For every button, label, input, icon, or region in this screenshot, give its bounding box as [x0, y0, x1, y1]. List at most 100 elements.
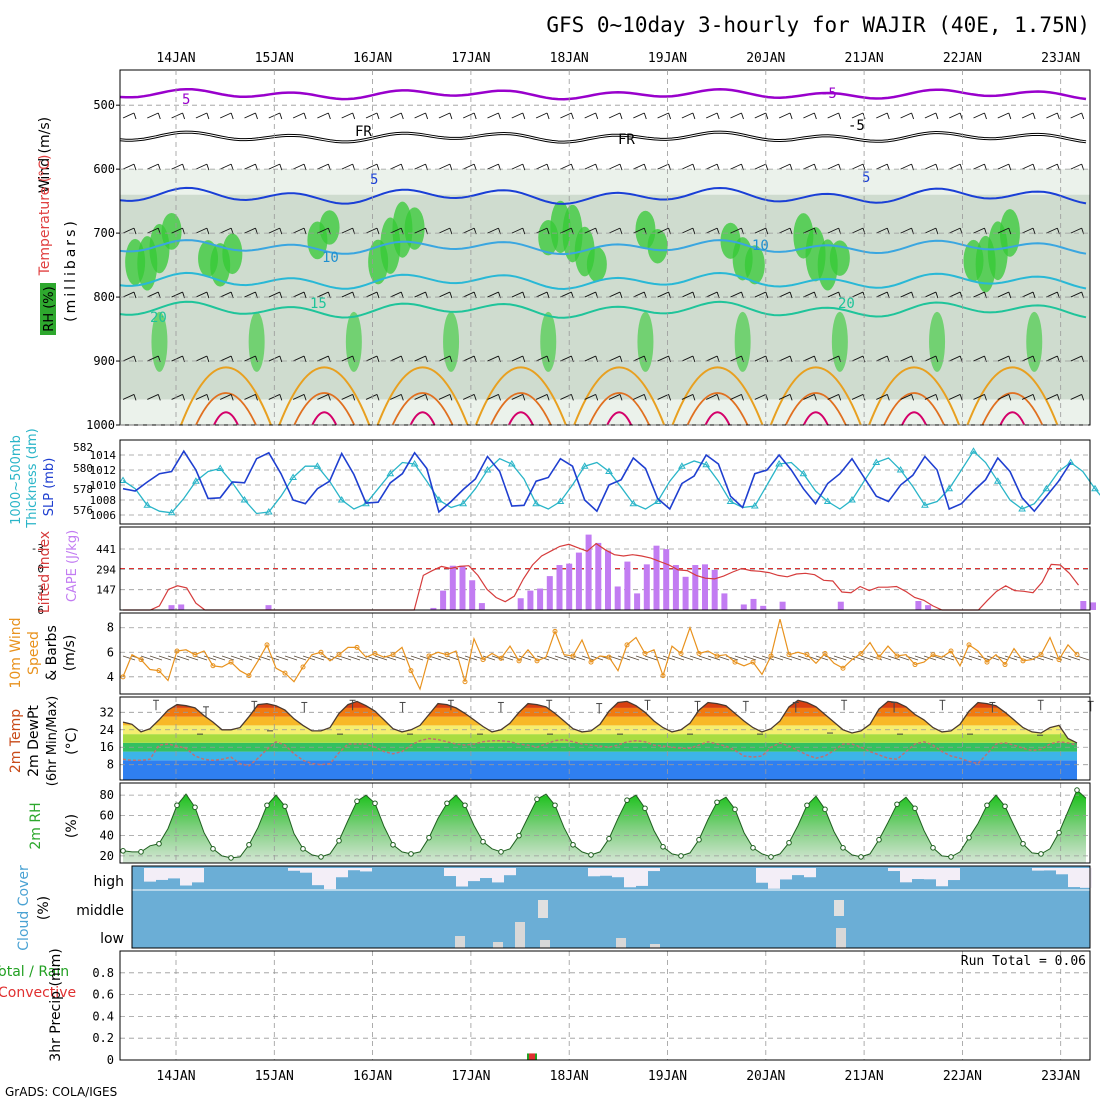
wind-barb-flag: [303, 355, 307, 363]
wind-barb: [924, 394, 937, 400]
wind-barb: [365, 355, 378, 362]
cape-ylabel-b: CAPE (J/kg): [65, 530, 80, 602]
wind-barb: [1021, 355, 1034, 362]
temp-frame: [119, 696, 1091, 781]
wind-barb-flag: [1008, 227, 1012, 235]
wind-barb: [511, 227, 523, 234]
wind-barb: [545, 655, 559, 661]
rh-point: [480, 838, 486, 845]
wind-barb: [1046, 394, 1058, 400]
wind-barb: [932, 655, 946, 661]
thickness-point: [119, 476, 127, 483]
contour-label: 15: [310, 296, 327, 312]
wind-barb: [997, 227, 1009, 234]
high-cloud-gap: [600, 868, 612, 876]
high-cloud-gap: [444, 868, 456, 877]
temp-color-band: [123, 751, 1077, 761]
wind-barb: [827, 163, 839, 170]
wind-barb-flag: [741, 112, 744, 120]
rh-point: [498, 849, 504, 855]
high-cloud-gap: [324, 868, 336, 890]
slp-tick-label: 1008: [90, 494, 117, 507]
rh-point: [264, 802, 270, 809]
temp-tick-label: 24: [100, 723, 114, 737]
wind-barb-flag: [959, 394, 963, 401]
wind-barb: [171, 355, 183, 362]
wind-point: [444, 652, 450, 658]
wind-barb: [997, 163, 1009, 170]
wind-barb: [803, 355, 815, 362]
wind-barb: [803, 394, 815, 400]
contour-30: [686, 392, 749, 426]
wind-point: [480, 657, 486, 663]
rh-moist-blob: [929, 311, 946, 372]
left-labels: Wind (m/s) Temperature (°C) RH (%) (mill…: [0, 117, 124, 1062]
wind-barb: [680, 655, 694, 661]
date-label-bottom: 15JAN: [255, 1069, 294, 1084]
wind-barb-flag: [1008, 291, 1012, 299]
wind-barb: [788, 655, 802, 661]
cape-bar: [556, 565, 563, 610]
wind-barb-flag: [303, 164, 307, 171]
wind-barb-flag: [886, 112, 890, 120]
wind-barb: [511, 112, 523, 119]
cape-bar: [624, 561, 631, 610]
wind-barb-flag: [911, 112, 915, 120]
wind-point: [750, 659, 756, 665]
rh-point: [300, 846, 306, 852]
wind-barb: [338, 655, 352, 661]
thickness-point: [483, 466, 492, 473]
date-label-top: 18JAN: [550, 51, 589, 66]
thickness-point: [605, 467, 613, 474]
wind-barb: [220, 355, 232, 362]
wind-barb: [147, 394, 159, 400]
wind-barb-flag: [279, 112, 283, 120]
wind-barb: [341, 394, 353, 400]
wind-barb-flag: [206, 227, 210, 235]
wind-barb: [581, 655, 595, 661]
wind-barb: [491, 655, 505, 661]
wind-barb: [463, 227, 475, 234]
wind-barb-flag: [595, 394, 599, 401]
rh-point: [912, 805, 918, 812]
ytick-label: 500: [93, 98, 115, 112]
wind-barb-flag: [862, 227, 866, 235]
thickness-point: [726, 497, 735, 504]
contour-label: 5: [182, 92, 190, 108]
wind-ylabel-b: Speed: [26, 631, 42, 675]
wind-barb-flag: [376, 227, 380, 235]
wind-barb-flag: [279, 394, 283, 401]
wind-barb: [463, 291, 475, 298]
rh-point: [750, 845, 756, 851]
wind-barb: [414, 394, 426, 400]
contour-35: [802, 411, 829, 426]
wind-barb: [171, 291, 183, 298]
cape-bar: [449, 565, 456, 610]
slp-thickness-panel: 1006 1008 1010 1012 1014 576 578 580 582: [73, 439, 1100, 525]
wind-barb-flag: [449, 112, 453, 120]
wind-barb: [437, 655, 451, 661]
thickness-point: [240, 496, 249, 503]
wind-barb: [147, 112, 159, 119]
cape-bar: [915, 601, 922, 610]
rh-point: [444, 800, 450, 807]
wind-barb: [122, 291, 135, 298]
upper-ylabel-temp: Temperature (°C): [37, 155, 53, 277]
cape-bar: [692, 565, 699, 610]
wind-barb-flag: [619, 394, 623, 401]
wind-point: [156, 668, 162, 674]
date-label-top: 21JAN: [845, 51, 884, 66]
wind-barb: [1070, 291, 1082, 298]
wind-barb-flag: [255, 112, 258, 120]
cape-bar: [702, 564, 708, 610]
rh-point: [120, 848, 126, 854]
wind-barb: [761, 655, 775, 661]
contour-25: [376, 366, 469, 426]
wind-barb-flag: [473, 394, 477, 401]
contour-35: [606, 411, 633, 426]
wind-barb-flag: [692, 112, 696, 120]
rh-ylabel-b: (%): [64, 814, 80, 838]
bottom-date-axis: 14JAN 15JAN 16JAN 17JAN 18JAN 19JAN 20JAN 21JAN…: [156, 1069, 1080, 1084]
wind-barb-flag: [182, 112, 186, 120]
